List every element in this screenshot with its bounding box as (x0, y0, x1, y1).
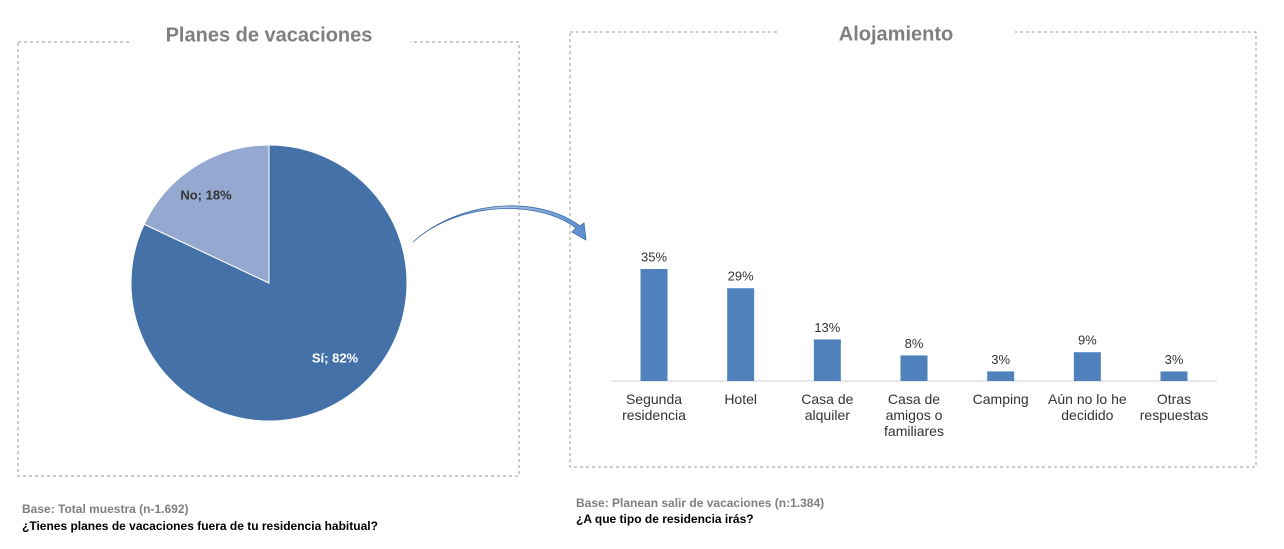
question: ¿Tienes planes de vacaciones fuera de tu… (22, 519, 378, 533)
data-label: 29% (728, 269, 754, 284)
arrow (412, 205, 587, 243)
x-tick-label: Casa de alquiler (801, 391, 854, 423)
data-label: 3% (991, 352, 1010, 367)
data-label: 13% (814, 320, 840, 335)
data-label: 8% (905, 336, 924, 351)
data-label: 3% (1165, 352, 1184, 367)
x-tick-label: Camping (972, 391, 1029, 407)
base-note: Base: Planean salir de vacaciones (n:1.3… (576, 496, 825, 510)
base-note: Base: Total muestra (n-1.692) (22, 502, 189, 516)
data-label: No; 18% (180, 187, 232, 202)
bar (900, 355, 928, 381)
data-label: 9% (1078, 333, 1097, 348)
bar (640, 269, 668, 381)
bar (727, 288, 755, 381)
bar (1073, 352, 1101, 381)
bar (813, 339, 841, 381)
x-tick-label: Casa de amigos o familiares (884, 391, 944, 439)
pie-slice (143, 144, 270, 284)
question: ¿A que tipo de residencia irás? (576, 512, 754, 526)
bar (987, 371, 1015, 381)
bar (1160, 371, 1188, 381)
title-bg (130, 22, 410, 52)
data-label: Sí; 82% (312, 350, 359, 365)
x-tick-label: Hotel (724, 391, 757, 407)
chart-title: Planes de vacaciones (166, 24, 373, 46)
x-tick-label: Otras respuestas (1139, 391, 1209, 423)
title-bg (780, 20, 1015, 50)
x-tick-label: Aún no lo he decidido (1048, 391, 1127, 423)
chart-title: Alojamiento (839, 23, 953, 45)
x-tick-label: Segunda residencia (622, 391, 686, 423)
pie-frame (17, 41, 520, 477)
data-label: 35% (641, 249, 667, 264)
pie-slice (130, 144, 408, 422)
